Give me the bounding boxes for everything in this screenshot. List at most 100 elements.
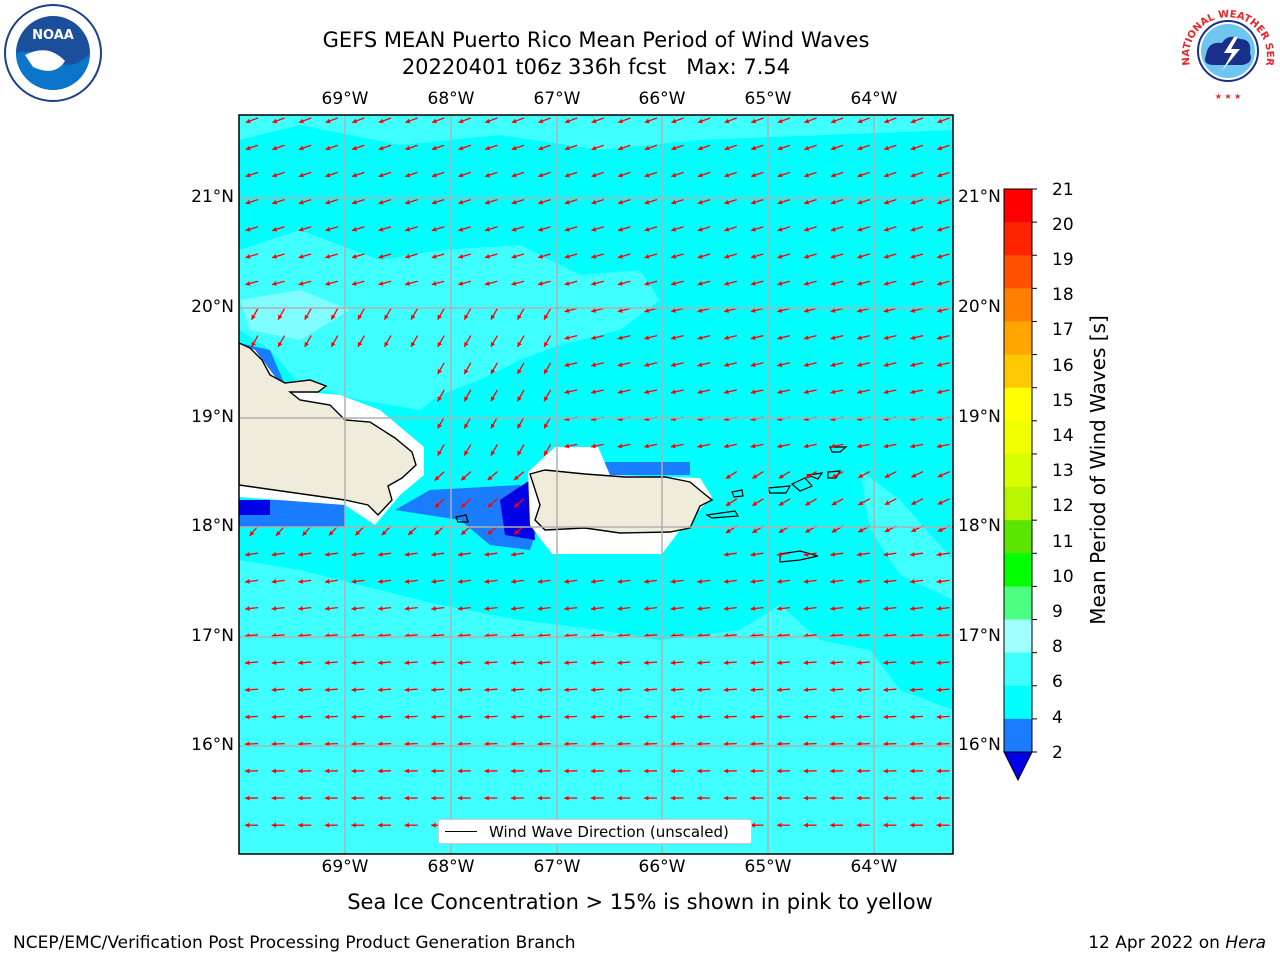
wave-direction-arrowhead — [431, 199, 437, 205]
wave-direction-arrowhead — [464, 396, 469, 402]
wave-direction-arrowhead — [484, 687, 489, 693]
wave-direction-arrowhead — [750, 254, 756, 259]
wave-direction-arrowhead — [298, 795, 303, 801]
wave-direction-arrowhead — [750, 822, 755, 828]
wave-direction-arrowhead — [724, 172, 730, 178]
wave-direction-arrowhead — [271, 741, 277, 747]
wave-direction-arrowhead — [804, 199, 810, 205]
wave-direction-arrowhead — [670, 741, 676, 747]
footer-machine: Hera — [1225, 933, 1266, 953]
wave-direction-arrowhead — [644, 254, 650, 259]
wave-direction-arrowhead — [803, 795, 809, 801]
wave-direction-arrowhead — [805, 528, 811, 533]
wave-direction-arrowhead — [617, 579, 623, 584]
wave-direction-arrowhead — [671, 199, 677, 205]
wave-direction-arrowhead — [724, 118, 730, 124]
wave-direction-arrowhead — [245, 145, 251, 151]
wave-direction-arrowhead — [910, 579, 915, 584]
colorbar-tick-21: 21 — [1052, 180, 1074, 200]
wind-wave-direction-arrows — [244, 117, 950, 828]
wave-direction-arrowhead — [404, 795, 410, 801]
wave-direction-arrowhead — [457, 795, 463, 801]
colorbar-tick-13: 13 — [1052, 461, 1074, 481]
wave-direction-arrowhead — [351, 795, 356, 801]
wave-direction-arrowhead — [856, 795, 862, 801]
wave-direction-arrowhead — [511, 687, 516, 693]
wave-direction-arrowhead — [378, 254, 384, 259]
wave-direction-arrowhead — [830, 335, 836, 340]
wave-direction-arrowhead — [464, 450, 469, 456]
wave-direction-arrowhead — [537, 714, 543, 720]
wave-direction-arrowhead — [514, 529, 519, 535]
wave-direction-arrowhead — [591, 227, 597, 232]
lon-label-top-68w: 68°W — [427, 89, 475, 109]
wave-direction-arrowhead — [936, 687, 942, 693]
wave-direction-arrowhead — [883, 389, 889, 395]
wave-direction-arrowhead — [544, 369, 549, 375]
wave-direction-arrowhead — [544, 423, 549, 429]
wave-direction-arrowhead — [271, 687, 277, 693]
wave-direction-arrowhead — [544, 450, 549, 456]
wave-direction-arrowhead — [724, 254, 730, 259]
wave-direction-arrowhead — [591, 443, 596, 449]
wave-direction-arrowhead — [617, 443, 623, 449]
wave-direction-arrowhead — [298, 741, 303, 747]
wave-direction-arrowhead — [378, 172, 384, 178]
wave-direction-arrowhead — [724, 308, 730, 313]
wave-direction-arrowhead — [723, 660, 729, 666]
wave-direction-arrowhead — [485, 172, 490, 178]
wave-direction-arrowhead — [434, 530, 440, 535]
wave-direction-arrowhead — [298, 714, 303, 720]
wave-direction-arrowhead — [431, 795, 436, 801]
wave-direction-arrowhead — [804, 281, 809, 286]
wave-direction-arrowhead — [751, 145, 757, 151]
wave-direction-arrowhead — [487, 475, 493, 481]
wave-direction-arrowhead — [697, 145, 703, 151]
wave-direction-arrowhead — [564, 335, 570, 340]
wave-direction-arrowhead — [884, 500, 890, 505]
wave-direction-arrowhead — [517, 423, 522, 429]
wave-direction-arrowhead — [245, 199, 251, 205]
colorbar-swatch — [1004, 520, 1032, 554]
wave-direction-arrowhead — [936, 822, 941, 828]
wave-direction-arrowhead — [883, 308, 889, 313]
legend-line-swatch — [445, 831, 477, 832]
wave-direction-arrowhead — [351, 579, 357, 584]
wave-direction-arrowhead — [298, 199, 304, 205]
wave-direction-arrowhead — [857, 335, 863, 340]
land-vieques — [705, 510, 740, 519]
wave-direction-arrowhead — [298, 118, 304, 124]
wave-direction-arrowhead — [511, 606, 516, 611]
wave-direction-arrowhead — [830, 308, 836, 313]
wave-direction-arrowhead — [830, 795, 835, 801]
wave-direction-arrowhead — [723, 795, 729, 801]
wave-direction-arrowhead — [245, 822, 250, 828]
wave-direction-arrowhead — [245, 714, 250, 720]
colorbar-tick-2: 2 — [1052, 743, 1063, 763]
wave-direction-arrowhead — [378, 660, 383, 666]
wave-direction-arrowhead — [671, 254, 676, 259]
wave-direction-arrowhead — [723, 768, 729, 774]
wave-direction-arrowhead — [697, 308, 703, 313]
wave-direction-arrowhead — [803, 822, 808, 828]
wave-direction-arrowhead — [328, 530, 334, 536]
wave-direction-arrowhead — [490, 396, 496, 402]
wave-direction-arrowhead — [936, 714, 942, 720]
wave-direction-arrowhead — [910, 227, 916, 232]
wave-direction-arrowhead — [723, 606, 729, 611]
wave-direction-arrowhead — [324, 768, 330, 774]
colorbar-swatch — [1004, 387, 1032, 422]
wave-direction-arrowhead — [511, 227, 517, 232]
wave-direction-arrowhead — [324, 687, 330, 693]
wave-direction-arrowhead — [618, 172, 623, 178]
wave-direction-arrowhead — [517, 396, 522, 402]
colorbar-label: Mean Period of Wind Waves [s] — [1086, 315, 1110, 625]
colorbar-tick-4: 4 — [1052, 708, 1063, 728]
wave-direction-arrowhead — [644, 308, 650, 313]
colorbar-swatch — [1004, 222, 1032, 256]
wave-direction-arrowhead — [910, 768, 915, 774]
wave-direction-arrowhead — [331, 341, 336, 347]
wave-direction-arrowhead — [697, 254, 703, 259]
wave-direction-arrowhead — [405, 118, 411, 124]
wave-direction-arrowhead — [750, 443, 756, 449]
